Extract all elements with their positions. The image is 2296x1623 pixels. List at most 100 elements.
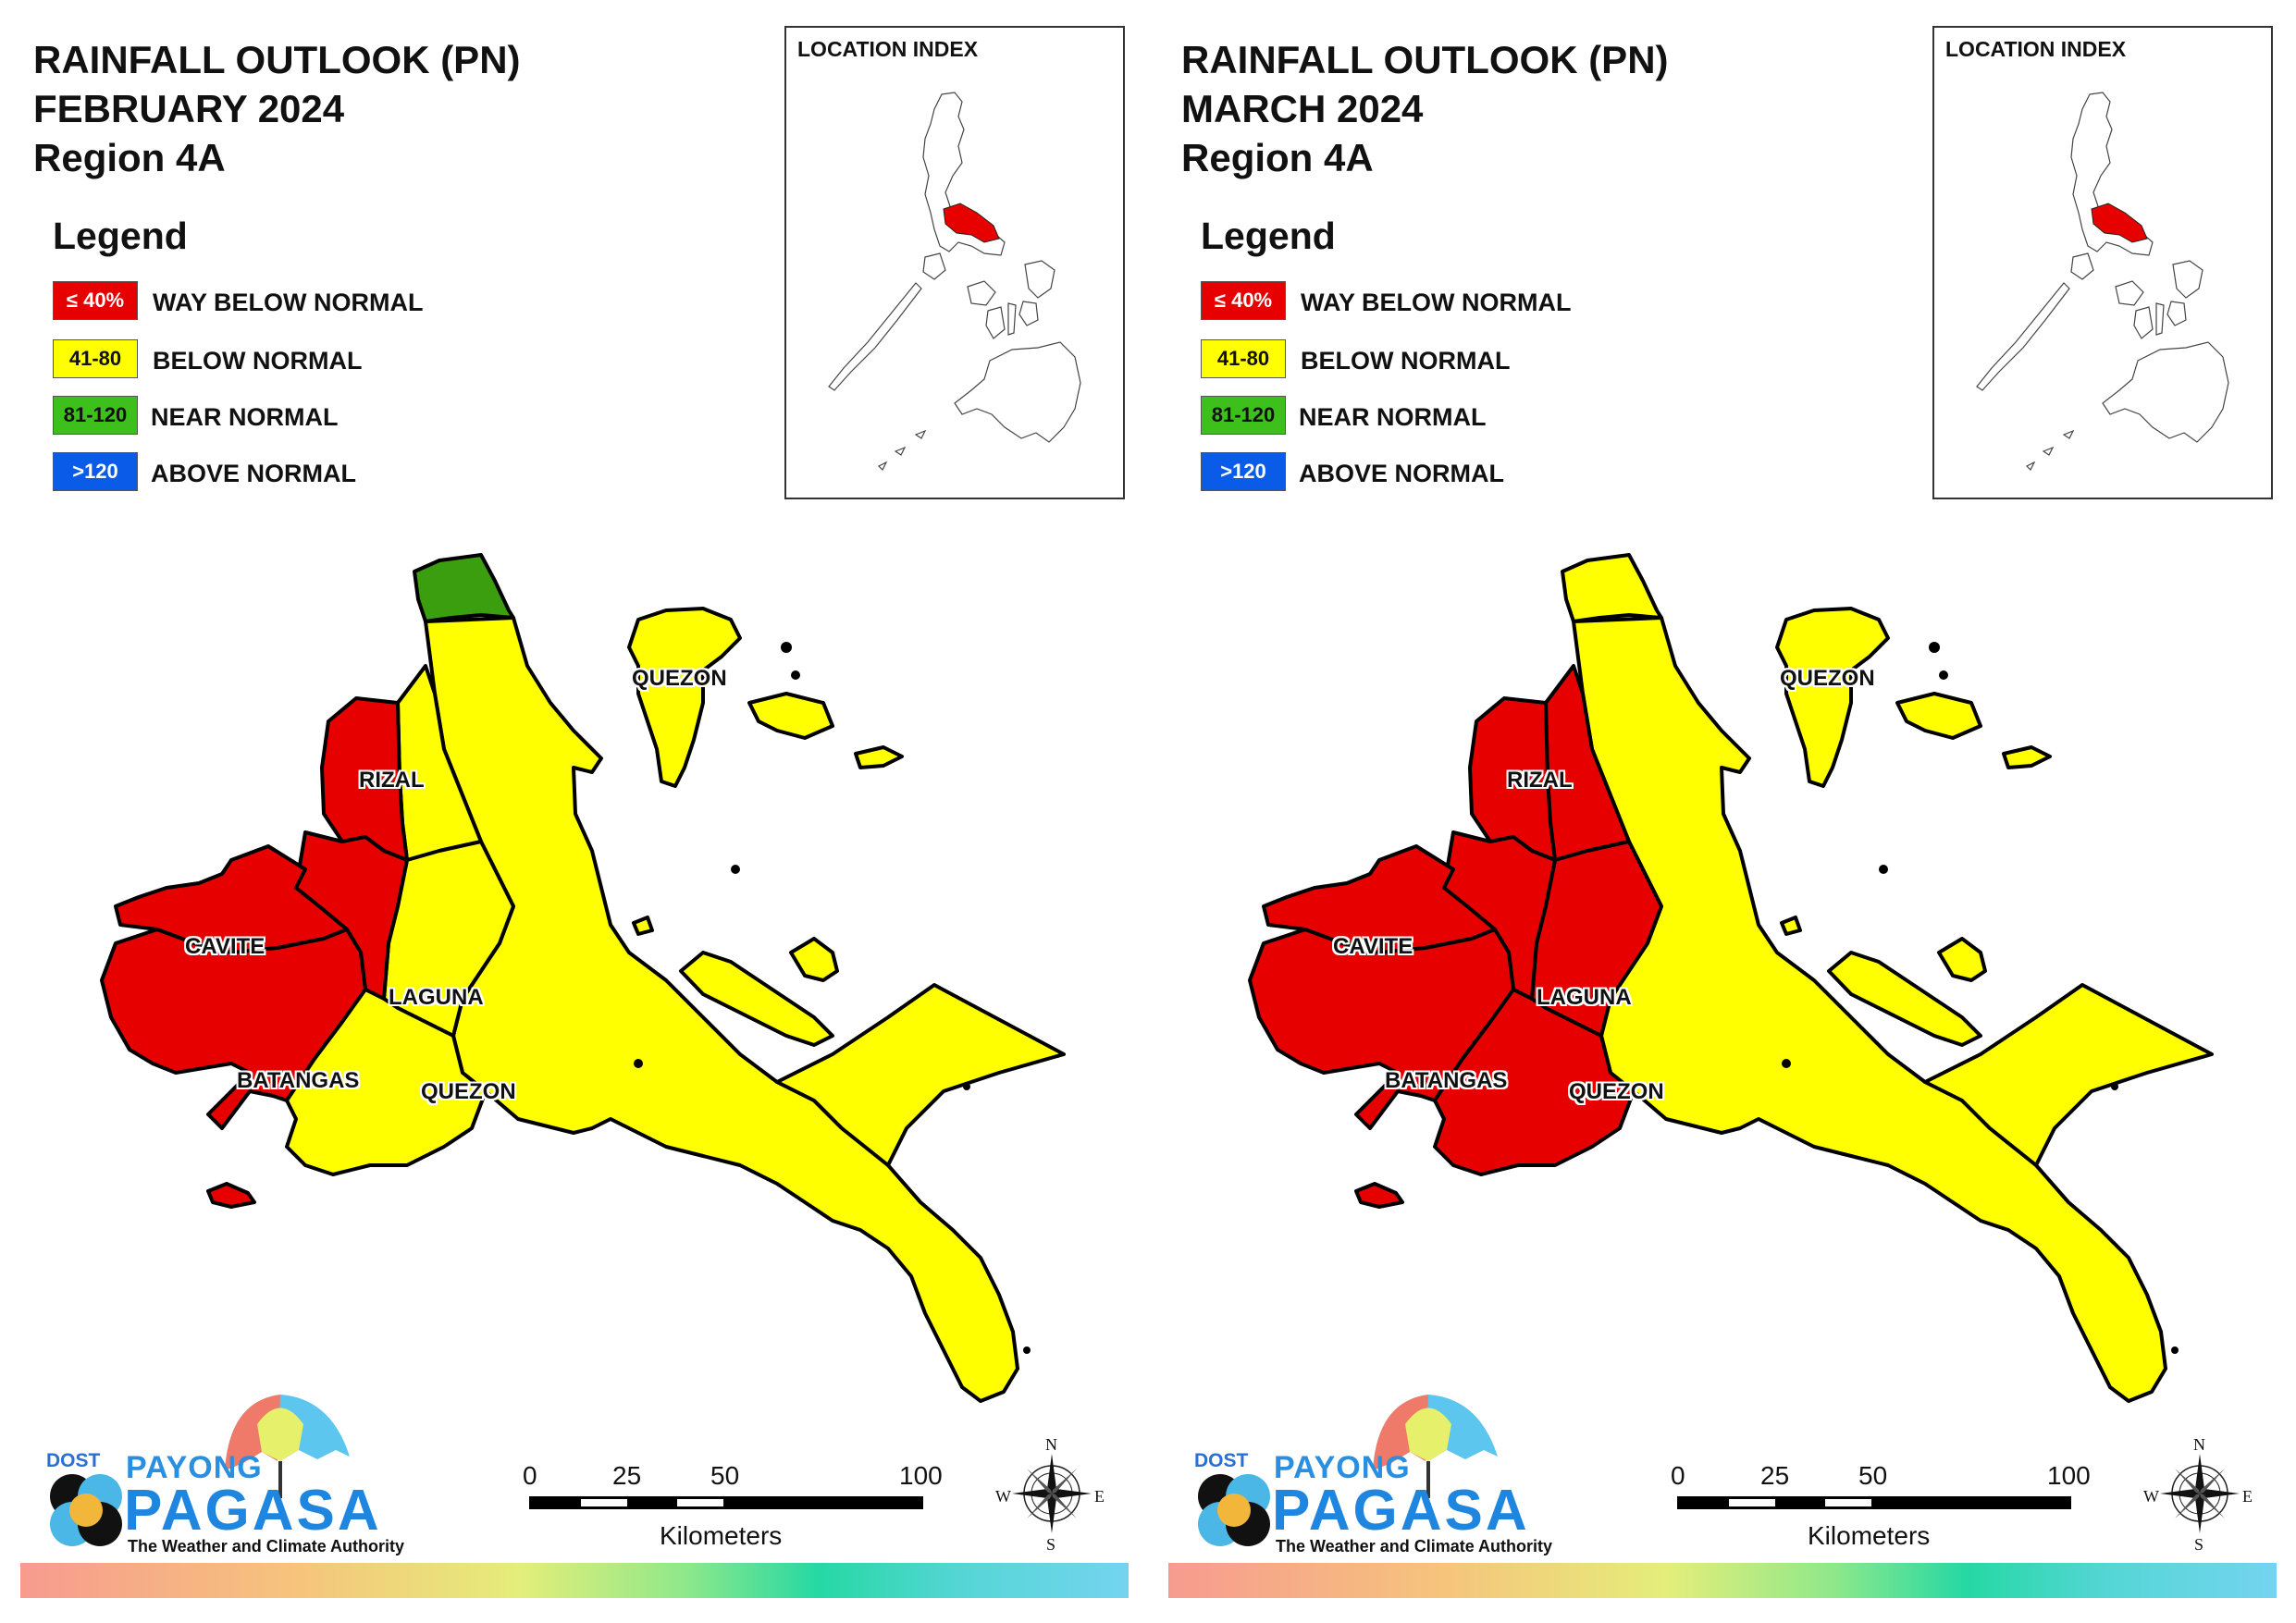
quezon-east-island — [747, 692, 834, 740]
small-islets — [1782, 642, 2179, 1354]
legend-label: NEAR NORMAL — [1299, 403, 1487, 431]
legend-swatch: ≤ 40% — [1201, 281, 1286, 320]
quezon-east-peninsula — [1923, 983, 2214, 1167]
location-index-title: LOCATION INDEX — [1945, 37, 2127, 61]
region-4a-province-map — [100, 553, 1066, 1403]
legend-label: NEAR NORMAL — [151, 403, 339, 431]
pagasa-logo-graphic — [1198, 1395, 1498, 1546]
scale-unit-label: Kilometers — [660, 1521, 783, 1550]
scale-tick-100: 100 — [899, 1461, 943, 1490]
province-label-cavite: CAVITE — [185, 934, 265, 959]
map-title-month: MARCH 2024 — [1181, 87, 1424, 130]
quezon-north-tip-region — [1561, 553, 1663, 623]
gradient-footer-bar — [20, 1563, 1129, 1598]
samar-shape — [1024, 260, 1055, 299]
map-title-month: FEBRUARY 2024 — [33, 87, 345, 130]
map-title-region: Region 4A — [33, 136, 226, 179]
panay-shape — [967, 280, 996, 306]
quezon-long-island — [1827, 951, 1982, 1047]
logo-payong-text: PAYONG — [1274, 1450, 1411, 1485]
location-index-box: LOCATION INDEX — [784, 26, 1125, 499]
batangas-islet — [1354, 1182, 1404, 1209]
quezon-long-island — [679, 951, 834, 1047]
compass-s: S — [2194, 1535, 2204, 1554]
province-label-laguna: LAGUNA — [1537, 985, 1632, 1010]
legend-swatch: 41-80 — [53, 339, 138, 378]
cebu-shape — [2155, 302, 2165, 336]
legend-swatch: 81-120 — [1201, 396, 1286, 435]
province-label-batangas: BATANGAS — [1385, 1068, 1508, 1093]
quezon-north-tip-region — [413, 553, 515, 623]
quezon-small-island — [854, 745, 904, 769]
map-title-line1: RAINFALL OUTLOOK (PN) — [33, 38, 521, 81]
scale-tick-100: 100 — [2047, 1461, 2091, 1490]
leyte-shape — [1018, 301, 1039, 326]
province-label-quezon-north: QUEZON — [632, 666, 727, 691]
compass-w: W — [2143, 1487, 2159, 1506]
map-title: RAINFALL OUTLOOK (PN) MARCH 2024 Region … — [1181, 35, 1669, 182]
scale-unit-label: Kilometers — [1808, 1521, 1931, 1550]
location-index-title: LOCATION INDEX — [797, 37, 979, 61]
luzon-shape — [922, 92, 1006, 256]
leyte-shape — [2166, 301, 2187, 326]
compass-w: W — [995, 1487, 1011, 1506]
mindoro-shape — [2070, 252, 2094, 280]
sulu-islands-shape — [877, 429, 927, 472]
quezon-alabat-island — [627, 607, 742, 788]
samar-shape — [2172, 260, 2203, 299]
quezon-islet — [1780, 916, 1802, 936]
scale-tick-25: 25 — [612, 1461, 642, 1490]
batangas-east-region — [285, 988, 488, 1176]
philippines-index-map — [1976, 92, 2229, 472]
scale-tick-50: 50 — [710, 1461, 740, 1490]
legend-label: ABOVE NORMAL — [151, 460, 356, 487]
compass-n: N — [2193, 1435, 2205, 1454]
legend-label: BELOW NORMAL — [153, 347, 363, 375]
negros-shape — [2133, 306, 2154, 339]
mindanao-shape — [954, 341, 1081, 443]
logo-tagline: The Weather and Climate Authority — [1276, 1537, 1553, 1555]
legend-title: Legend — [53, 215, 188, 257]
scale-tick-25: 25 — [1760, 1461, 1790, 1490]
scale-tick-0: 0 — [523, 1461, 537, 1490]
batangas-islet — [206, 1182, 256, 1209]
province-label-quezon-north: QUEZON — [1780, 666, 1875, 691]
legend-swatch: >120 — [1201, 452, 1286, 491]
pagasa-logo-graphic — [50, 1395, 350, 1546]
quezon-round-island — [789, 937, 839, 982]
legend-swatch: ≤ 40% — [53, 281, 138, 320]
negros-shape — [985, 306, 1006, 339]
batangas-east-region — [1433, 988, 1636, 1176]
quezon-east-island — [1895, 692, 1982, 740]
province-label-rizal: RIZAL — [1507, 768, 1573, 793]
quezon-alabat-island — [1775, 607, 1890, 788]
province-label-rizal: RIZAL — [359, 768, 425, 793]
quezon-islet — [632, 916, 654, 936]
legend-title: Legend — [1201, 215, 1336, 257]
province-label-laguna: LAGUNA — [389, 985, 484, 1010]
compass-n: N — [1045, 1435, 1057, 1454]
mindoro-shape — [922, 252, 946, 280]
map-title-line1: RAINFALL OUTLOOK (PN) — [1181, 38, 1669, 81]
logo-payong-text: PAYONG — [126, 1450, 263, 1485]
legend-swatch: 41-80 — [1201, 339, 1286, 378]
compass-s: S — [1046, 1535, 1056, 1554]
philippines-index-map — [828, 92, 1081, 472]
location-index-box: LOCATION INDEX — [1932, 26, 2273, 499]
luzon-shape — [2070, 92, 2154, 256]
legend-label: WAY BELOW NORMAL — [153, 289, 424, 316]
small-islets — [634, 642, 1031, 1354]
logo-dost-text: DOST — [46, 1450, 101, 1471]
quezon-east-peninsula — [775, 983, 1066, 1167]
province-label-cavite: CAVITE — [1333, 934, 1413, 959]
region-4a-highlight — [2091, 203, 2148, 243]
cebu-shape — [1007, 302, 1017, 336]
legend-label: ABOVE NORMAL — [1299, 460, 1504, 487]
logo-pagasa-text: PAGASA — [1272, 1479, 1530, 1543]
gradient-footer-bar — [1168, 1563, 2277, 1598]
panay-shape — [2115, 280, 2144, 306]
compass-rose-icon — [2160, 1454, 2240, 1533]
compass-e: E — [2242, 1487, 2253, 1506]
legend-swatch: 81-120 — [53, 396, 138, 435]
legend-swatch: >120 — [53, 452, 138, 491]
